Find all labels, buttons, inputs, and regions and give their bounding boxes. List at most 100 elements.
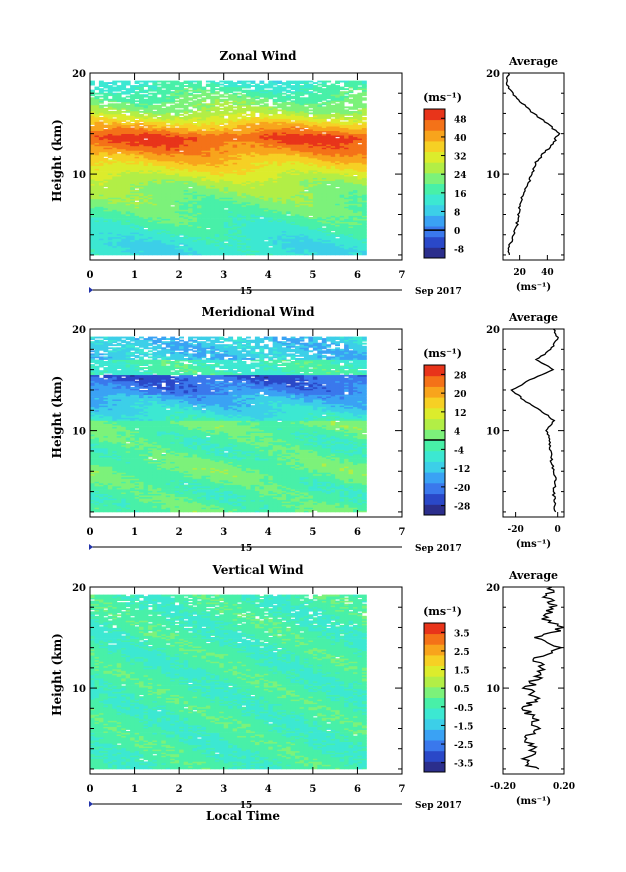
heatmap-cell [330,182,336,185]
heatmap-cell [353,241,358,244]
heatmap-cell [170,182,176,185]
heatmap-cell [130,241,135,244]
heatmap-cell [161,154,167,157]
heatmap-cell [357,183,363,186]
heatmap-cell [134,162,140,165]
heatmap-cell [223,191,229,194]
heatmap-cell [103,245,109,248]
heatmap-cell [147,185,153,188]
heatmap-cell [205,226,211,228]
heatmap-cell [121,191,127,194]
heatmap-cell [197,156,202,159]
heatmap-cell [277,159,283,162]
heatmap-cell [188,211,193,213]
heatmap-cell [295,239,300,242]
heatmap-cell [183,179,189,181]
heatmap-cell [219,206,225,209]
heatmap-cell [112,164,118,166]
heatmap-cell [103,223,109,225]
heatmap-cell [254,192,260,195]
heatmap-cell [308,183,314,186]
heatmap-cell [326,168,332,171]
heatmap-cell [228,233,234,236]
heatmap-cell [308,218,314,221]
heatmap-cell [317,212,323,215]
heatmap-cell [295,195,300,198]
heatmap-cell [277,215,283,218]
heatmap-cell [303,245,309,248]
heatmap-cell [308,227,314,230]
heatmap-cell [174,183,180,186]
heatmap-cell [197,247,202,250]
heatmap-cell [254,238,260,241]
heatmap-cell [103,235,109,238]
heatmap-cell [237,173,242,175]
heatmap-cell [201,180,207,183]
heatmap-cell [188,194,193,197]
heatmap-cell [254,191,260,194]
heatmap-cell [188,179,193,181]
heatmap-cell [281,239,287,242]
heatmap-cell [330,176,336,178]
heatmap-cell [303,186,309,189]
heatmap-cell [103,220,109,222]
heatmap-cell [139,198,144,201]
heatmap-cell [321,242,327,245]
heatmap-cell [317,211,323,213]
heatmap-cell [223,221,229,224]
heatmap-cell [143,192,149,195]
heatmap-cell [339,242,345,245]
heatmap-cell [94,162,100,165]
heatmap-cell [326,157,332,160]
heatmap-cell [116,218,122,221]
heatmap-cell [241,242,247,245]
heatmap-cell [335,212,340,215]
heatmap-cell [174,157,180,160]
heatmap-cell [94,171,100,174]
heatmap-cell [214,230,220,233]
heatmap-cell [250,232,256,235]
heatmap-cell [201,203,207,206]
heatmap-cell [303,227,309,230]
heatmap-cell [121,253,127,256]
heatmap-cell [107,185,113,188]
heatmap-cell [103,209,109,212]
heatmap-cell [281,217,287,219]
heatmap-cell [272,171,278,174]
heatmap-cell [152,229,158,232]
heatmap-cell [312,154,318,157]
heatmap-cell [321,165,327,168]
heatmap-cell [107,203,113,206]
heatmap-cell [121,242,127,245]
heatmap-cell [303,195,309,198]
heatmap-cell [223,189,229,192]
heatmap-cell [134,232,140,235]
heatmap-cell [179,253,184,256]
heatmap-cell [335,251,340,254]
heatmap-cell [286,162,291,165]
heatmap-cell [134,186,140,189]
heatmap-cell [165,224,171,227]
heatmap-cell [143,217,149,219]
heatmap-cell [219,226,225,228]
heatmap-cell [94,179,100,181]
heatmap-cell [241,168,247,171]
heatmap-cell [281,203,287,206]
heatmap-cell [210,218,216,221]
heatmap-cell [259,194,265,197]
heatmap-cell [103,183,109,186]
heatmap-cell [237,236,242,239]
heatmap-cell [303,236,309,239]
heatmap-cell [353,198,358,201]
heatmap-cell [312,253,318,256]
heatmap-cell [317,236,323,239]
heatmap-cell [107,248,113,251]
heatmap-cell [348,236,354,239]
heatmap-cell [205,238,211,241]
heatmap-cell [348,156,354,159]
heatmap-cell [205,157,211,160]
heatmap-cell [254,201,260,204]
heatmap-cell [317,176,323,178]
heatmap-cell [94,226,100,228]
heatmap-cell [263,236,269,239]
